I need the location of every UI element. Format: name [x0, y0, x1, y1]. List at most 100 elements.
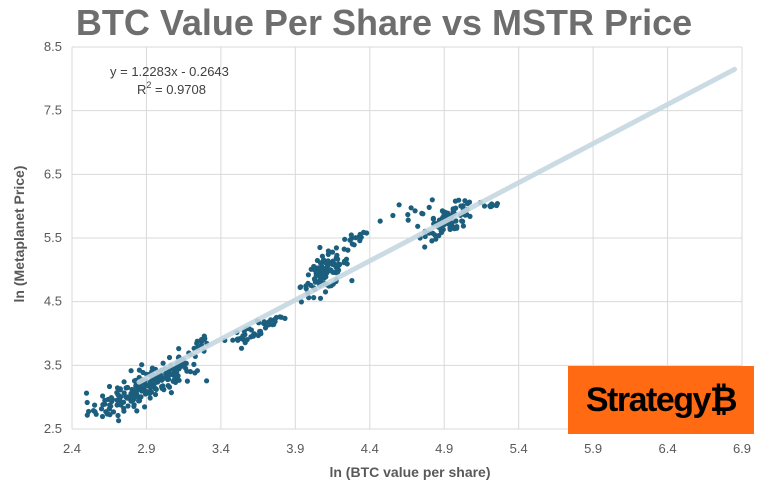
- data-point: [172, 374, 178, 380]
- data-point: [198, 337, 205, 343]
- data-point: [158, 373, 164, 379]
- data-point: [343, 256, 350, 262]
- x-axis-ticks: 2.4 2.9 3.4 3.9 4.4 4.9 5.4 5.9 6.4 6.9: [63, 441, 751, 456]
- x-tick-label: 2.4: [63, 441, 81, 456]
- data-point: [268, 317, 274, 323]
- logo-text: Strategy₿: [585, 380, 738, 419]
- data-point: [314, 268, 320, 274]
- data-point: [142, 404, 148, 410]
- data-point: [183, 360, 189, 366]
- data-point: [308, 282, 314, 288]
- data-point: [165, 383, 171, 389]
- data-point: [140, 385, 146, 391]
- data-point: [175, 364, 181, 370]
- data-point: [297, 284, 303, 290]
- data-point: [329, 249, 336, 255]
- data-point: [298, 299, 304, 305]
- data-point: [130, 387, 137, 393]
- data-point: [136, 367, 142, 373]
- data-point: [396, 202, 402, 208]
- data-point: [430, 216, 436, 222]
- data-point: [121, 399, 127, 405]
- y-tick-label: 5.5: [44, 230, 62, 245]
- x-tick-label: 4.9: [435, 441, 453, 456]
- data-point: [86, 408, 92, 415]
- data-point: [333, 245, 339, 251]
- data-point: [429, 197, 435, 203]
- data-point: [194, 368, 200, 374]
- data-point: [165, 376, 171, 383]
- data-point: [106, 383, 113, 390]
- data-point: [115, 412, 121, 419]
- data-point: [100, 402, 106, 408]
- data-point: [163, 371, 169, 377]
- data-point: [230, 337, 236, 343]
- data-point: [420, 211, 426, 217]
- data-point: [84, 399, 90, 406]
- x-axis-title: ln (BTC value per share): [329, 464, 490, 480]
- data-point: [121, 390, 127, 396]
- data-point: [405, 212, 411, 218]
- data-point: [191, 345, 197, 351]
- data-point: [93, 411, 99, 417]
- data-point: [266, 322, 272, 328]
- data-point: [121, 408, 127, 414]
- data-point: [191, 361, 197, 367]
- y-tick-label: 6.5: [44, 166, 62, 181]
- data-point: [322, 266, 328, 272]
- data-point: [194, 340, 200, 346]
- data-point: [453, 218, 459, 224]
- data-point: [335, 261, 342, 267]
- data-point: [117, 386, 123, 392]
- data-point: [377, 218, 383, 224]
- data-point: [110, 409, 117, 415]
- data-point: [460, 218, 466, 224]
- data-point: [440, 214, 447, 220]
- data-point: [147, 390, 153, 396]
- data-point: [481, 203, 488, 209]
- data-point: [305, 272, 311, 278]
- data-point: [334, 266, 340, 272]
- data-point: [98, 406, 105, 412]
- data-point: [240, 333, 246, 339]
- data-point: [328, 268, 334, 274]
- data-point: [408, 205, 414, 211]
- data-point: [129, 391, 135, 397]
- data-point: [311, 276, 318, 282]
- data-point: [319, 253, 325, 259]
- y-tick-label: 2.5: [44, 421, 62, 436]
- y-tick-label: 4.5: [44, 294, 62, 309]
- x-tick-label: 5.9: [584, 441, 602, 456]
- data-point: [102, 397, 108, 403]
- strategy-logo: Strategy₿: [568, 366, 754, 434]
- x-tick-label: 3.9: [286, 441, 304, 456]
- data-point: [426, 204, 432, 210]
- data-point: [90, 408, 97, 414]
- chart-title: BTC Value Per Share vs MSTR Price: [75, 2, 693, 43]
- data-point: [179, 363, 185, 369]
- data-point: [176, 377, 182, 383]
- data-point: [322, 259, 328, 265]
- data-point: [347, 237, 353, 243]
- data-point: [104, 411, 110, 417]
- data-point: [348, 232, 354, 238]
- data-point: [440, 226, 446, 233]
- data-point: [317, 260, 324, 266]
- data-point: [238, 345, 245, 351]
- data-point: [465, 200, 471, 207]
- data-point: [415, 223, 421, 229]
- data-point: [106, 406, 112, 412]
- trendline-group: [136, 66, 738, 385]
- data-point: [334, 252, 340, 258]
- data-point: [134, 408, 140, 414]
- data-point: [342, 236, 348, 242]
- data-point: [303, 286, 309, 292]
- data-point: [139, 362, 145, 368]
- data-point: [278, 314, 284, 320]
- x-tick-label: 6.9: [733, 441, 751, 456]
- data-point: [147, 395, 153, 401]
- data-point: [405, 217, 411, 223]
- data-point: [234, 336, 240, 342]
- data-point: [135, 386, 141, 392]
- data-point: [129, 395, 135, 401]
